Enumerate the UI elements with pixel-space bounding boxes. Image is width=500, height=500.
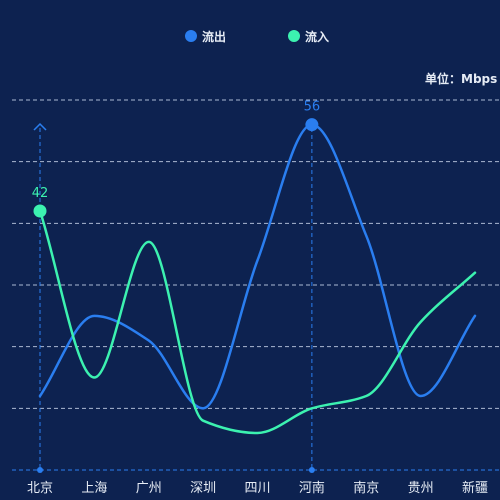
x-tick-label: 上海 bbox=[81, 481, 107, 496]
series-line-out bbox=[38, 123, 477, 410]
legend-swatch-in bbox=[288, 30, 300, 42]
x-tick-label: 新疆 bbox=[462, 480, 488, 496]
highlight-point bbox=[305, 118, 319, 132]
highlight-point bbox=[33, 204, 47, 218]
x-tick-label: 广州 bbox=[136, 481, 162, 496]
crosshair-axis-dot bbox=[308, 467, 315, 473]
crosshair-arrow bbox=[33, 122, 47, 131]
legend-label-in: 流入 bbox=[305, 29, 330, 44]
legend-item-out[interactable]: 流出 bbox=[185, 26, 226, 46]
x-tick-label: 四川 bbox=[244, 481, 270, 496]
legend-item-in[interactable]: 流入 bbox=[288, 26, 329, 46]
crosshair-axis-dot bbox=[37, 467, 43, 473]
legend-swatch-out bbox=[185, 30, 197, 42]
legend: 流出 流入 bbox=[0, 26, 500, 46]
x-tick-label: 贵州 bbox=[408, 481, 434, 496]
x-tick-label: 南京 bbox=[353, 480, 379, 496]
unit-label: 单位：Mbps bbox=[425, 72, 498, 86]
data-label: 42 bbox=[32, 186, 49, 201]
x-tick-label: 深圳 bbox=[190, 481, 216, 496]
x-tick-label: 北京 bbox=[27, 481, 53, 496]
series-line-in bbox=[38, 209, 477, 435]
x-tick-label: 河南 bbox=[299, 480, 325, 496]
data-label: 56 bbox=[304, 100, 321, 115]
legend-label-out: 流出 bbox=[202, 29, 227, 44]
